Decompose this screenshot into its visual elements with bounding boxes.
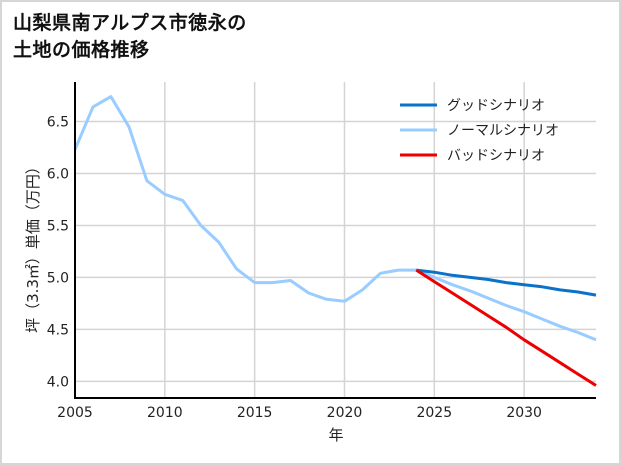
series-line [416, 268, 597, 297]
y-tick-label: 6.0 [47, 166, 69, 182]
x-axis-label: 年 [328, 426, 343, 444]
y-axis-label: 坪（3.3㎡）単価（万円） [24, 159, 42, 333]
x-tick-label: 2010 [147, 405, 183, 421]
x-tick-label: 2030 [506, 405, 542, 421]
legend-item: バッドシナリオ [400, 148, 545, 164]
x-tick-label: 2015 [237, 405, 273, 421]
x-tick-label: 2020 [327, 405, 363, 421]
y-tick-label: 4.5 [47, 322, 69, 338]
x-tick-label: 2025 [416, 405, 452, 421]
legend-label: ノーマルシナリオ [447, 123, 559, 139]
legend-item: ノーマルシナリオ [400, 123, 559, 139]
legend-label: バッドシナリオ [447, 148, 545, 164]
y-tick-label: 5.5 [47, 218, 69, 234]
legend-item: グッドシナリオ [400, 98, 545, 114]
axes [74, 82, 596, 399]
legend-label: グッドシナリオ [447, 98, 545, 114]
data-series [73, 95, 597, 387]
series-line [415, 268, 597, 387]
chart-title-line2: 土地の価格推移 [13, 39, 150, 61]
series-line [73, 95, 597, 342]
chart-title: 山梨県南アルプス市徳永の 土地の価格推移 [13, 10, 247, 64]
y-tick-label: 4.0 [47, 374, 69, 390]
y-tick-label: 5.0 [47, 270, 69, 286]
chart-title-line1: 山梨県南アルプス市徳永の [13, 12, 247, 34]
x-tick-label: 2005 [57, 405, 93, 421]
gridlines [75, 82, 596, 398]
y-tick-label: 6.5 [47, 115, 69, 131]
tick-labels: 2005 2010 2015 2020 2025 2030 4.0 4.5 5.0 5.5 6.0 6… [47, 115, 542, 422]
